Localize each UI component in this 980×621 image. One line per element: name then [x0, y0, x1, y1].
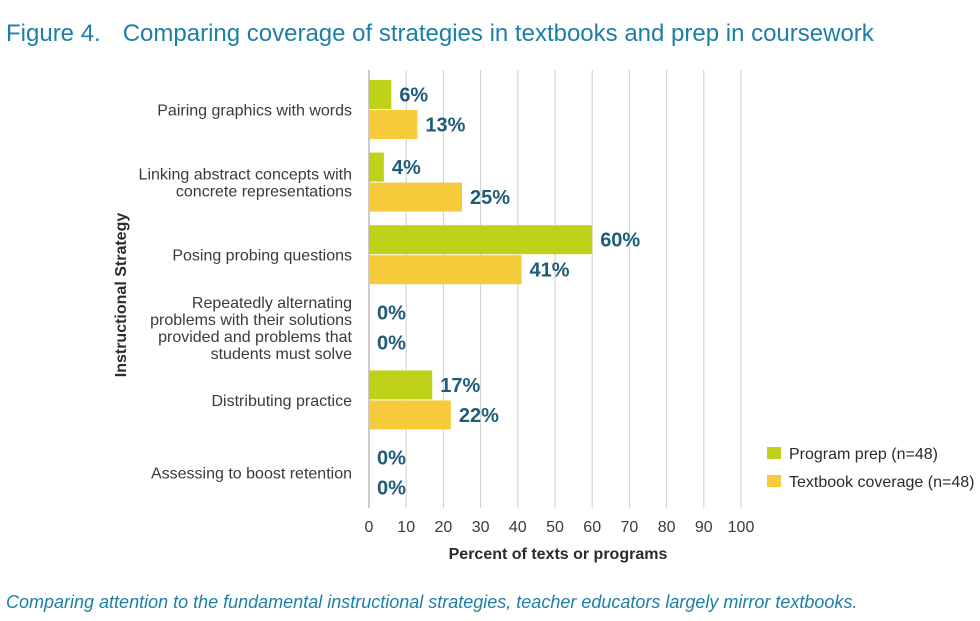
- x-tick-label-80: 80: [658, 519, 676, 536]
- figure-number: Figure 4.: [6, 20, 101, 47]
- x-axis-ticks: 0 10 20 30 40 50 60 70 80 90 100: [365, 519, 755, 536]
- bar-program-prep-2: [369, 225, 593, 255]
- value-label-textbook-coverage-4: 22%: [459, 405, 499, 427]
- bar-chart: 0 10 20 30 40 50 60 70 80 90 100 6% 13%4% 25% 60% 41% 0…: [113, 70, 974, 563]
- x-tick-label-60: 60: [583, 519, 601, 536]
- bar-textbook-coverage-1: [369, 182, 462, 212]
- x-tick-label-20: 20: [435, 519, 453, 536]
- bars: [369, 80, 593, 430]
- bar-textbook-coverage-4: [369, 400, 451, 430]
- category-label-0: Pairing graphics with words: [157, 103, 352, 120]
- value-label-textbook-coverage-2: 41%: [530, 260, 570, 282]
- legend-label-textbook-coverage: Textbook coverage (n=48): [789, 474, 974, 491]
- bar-textbook-coverage-2: [369, 255, 522, 285]
- value-label-program-prep-2: 60%: [600, 230, 640, 252]
- bar-program-prep-0: [369, 80, 392, 109]
- bar-program-prep-4: [369, 370, 433, 400]
- legend: Program prep (n=48) Textbook coverage (n=…: [767, 446, 974, 491]
- value-label-textbook-coverage-1: 25%: [470, 187, 510, 209]
- value-label-program-prep-3: 0%: [377, 302, 406, 324]
- value-label-program-prep-5: 0%: [377, 448, 406, 470]
- legend-swatch-textbook-coverage: [767, 475, 781, 487]
- x-tick-label-70: 70: [621, 519, 639, 536]
- chart-panel: 0 10 20 30 40 50 60 70 80 90 100 6% 13% 4% 25% 60% 41% 0…: [0, 66, 980, 578]
- category-label-4: Distributing practice: [212, 393, 353, 410]
- value-label-program-prep-4: 17%: [440, 375, 480, 397]
- x-tick-label-30: 30: [472, 519, 490, 536]
- value-label-textbook-coverage-3: 0%: [377, 332, 406, 354]
- category-label-2: Posing probing questions: [172, 248, 352, 265]
- x-axis-title: Percent of texts or programs: [449, 546, 668, 563]
- category-label-3: Repeatedly alternating problems with thei…: [150, 295, 352, 363]
- gridlines: [368, 70, 742, 508]
- legend-label-program-prep: Program prep (n=48): [789, 446, 938, 463]
- legend-swatch-program-prep: [767, 447, 781, 459]
- value-label-program-prep-0: 6%: [399, 85, 428, 107]
- y-axis-title: Instructional Strategy: [113, 213, 130, 378]
- x-tick-label-90: 90: [695, 519, 713, 536]
- bar-program-prep-1: [369, 152, 384, 182]
- figure-title: Comparing coverage of strategies in text…: [122, 20, 874, 47]
- x-tick-label-40: 40: [509, 519, 527, 536]
- category-labels: Pairing graphics with words Linking abstr…: [139, 103, 353, 483]
- value-label-textbook-coverage-5: 0%: [377, 478, 406, 500]
- category-label-1: Linking abstract concepts with concrete r…: [139, 167, 352, 201]
- value-label-program-prep-1: 4%: [392, 157, 421, 179]
- value-label-textbook-coverage-0: 13%: [425, 115, 465, 137]
- x-tick-label-10: 10: [397, 519, 415, 536]
- x-tick-label-50: 50: [546, 519, 564, 536]
- bar-textbook-coverage-0: [369, 110, 418, 139]
- x-tick-label-100: 100: [728, 519, 755, 536]
- category-label-5: Assessing to boost retention: [151, 466, 352, 483]
- figure-title-bar: Figure 4. Comparing coverage of strategie…: [6, 20, 874, 48]
- x-tick-label-0: 0: [365, 519, 374, 536]
- figure-caption: Comparing attention to the fundamental i…: [6, 592, 858, 612]
- value-labels: 6% 13%4% 25% 60% 41% 0% 0% 17% 22% 0% 0%: [377, 85, 640, 500]
